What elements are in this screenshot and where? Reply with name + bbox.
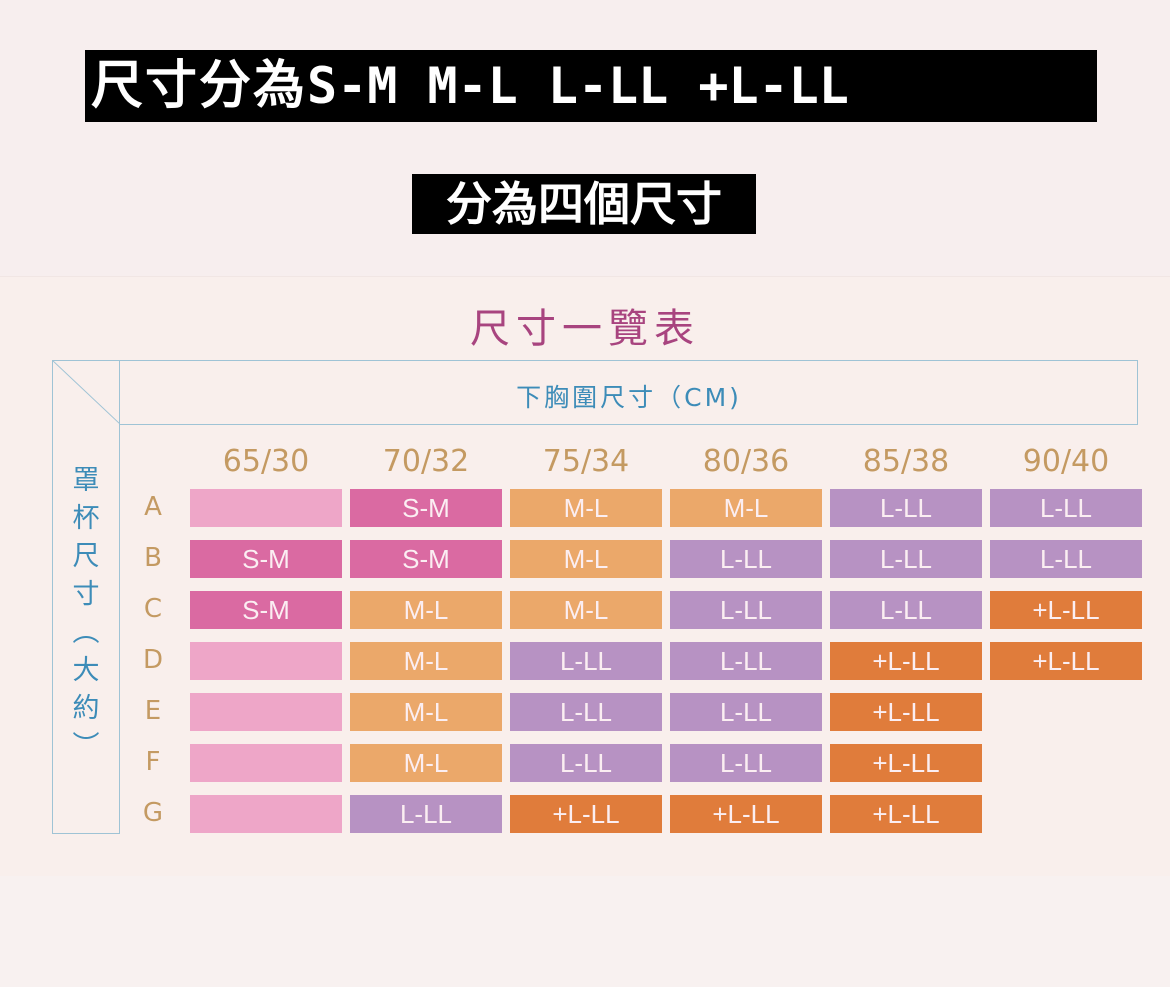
cup-row-header: C (143, 594, 163, 624)
size-cell: +L-LL (510, 795, 662, 833)
size-cell: L-LL (670, 540, 822, 578)
cup-row-header: F (145, 747, 161, 777)
cup-size-label-char: 罩 (72, 465, 100, 496)
size-cell: +L-LL (990, 642, 1142, 680)
cup-row-header: G (142, 798, 164, 828)
cup-size-label-char: 大 (72, 655, 100, 686)
size-cell (190, 489, 342, 527)
size-cell: L-LL (670, 642, 822, 680)
size-cell: M-L (670, 489, 822, 527)
row-header-frame (52, 360, 120, 834)
cup-row-header: B (144, 543, 162, 573)
size-cell: +L-LL (830, 744, 982, 782)
column-header: 70/32 (382, 444, 470, 479)
size-cell: +L-LL (830, 693, 982, 731)
size-cell: M-L (510, 540, 662, 578)
size-cell: L-LL (670, 744, 822, 782)
size-cell: M-L (350, 744, 502, 782)
column-header: 90/40 (1022, 444, 1110, 479)
size-cell: M-L (510, 489, 662, 527)
size-cell (190, 693, 342, 731)
column-header-frame-bottom (120, 424, 1138, 425)
cup-size-label-char: ︵ (72, 617, 100, 648)
size-cell: +L-LL (830, 642, 982, 680)
size-cell: L-LL (990, 489, 1142, 527)
size-cell: S-M (190, 591, 342, 629)
size-cell: S-M (190, 540, 342, 578)
size-cell: L-LL (830, 540, 982, 578)
size-cell (190, 642, 342, 680)
banner-sizes-text: S-M M-L L-LL +L-LL (307, 57, 849, 115)
size-cell: +L-LL (830, 795, 982, 833)
size-cell: L-LL (830, 489, 982, 527)
cup-size-label-char: 約 (72, 693, 100, 724)
cup-size-label: 罩杯尺寸 ︵ 大約 ︶ (64, 462, 108, 766)
cup-size-label-char: 杯 (72, 503, 100, 534)
size-cell: L-LL (350, 795, 502, 833)
cup-row-header: E (144, 696, 162, 726)
underbust-size-label: 下胸圍尺寸（CM) (516, 383, 742, 412)
size-cell: M-L (350, 591, 502, 629)
title-banner: 尺寸分為 S-M M-L L-LL +L-LL (85, 50, 1097, 122)
size-cell: M-L (510, 591, 662, 629)
column-header: 65/30 (222, 444, 310, 479)
table-title: 尺寸一覽表 (470, 306, 700, 352)
column-header: 85/38 (862, 444, 950, 479)
banner-title-text: 尺寸分為 (91, 56, 308, 116)
cup-size-label-char: 寸 (72, 579, 100, 610)
subtitle-banner: 分為四個尺寸 (412, 174, 756, 234)
size-cell (190, 795, 342, 833)
size-cell: L-LL (510, 744, 662, 782)
corner-diagonal (52, 360, 120, 424)
size-cell: S-M (350, 540, 502, 578)
size-cell: M-L (350, 642, 502, 680)
size-cell: L-LL (830, 591, 982, 629)
size-cell: S-M (350, 489, 502, 527)
size-cell (190, 744, 342, 782)
size-cell: L-LL (510, 693, 662, 731)
size-cell: L-LL (990, 540, 1142, 578)
cup-size-label-char: ︶ (72, 731, 100, 762)
size-cell: L-LL (670, 591, 822, 629)
bottom-band (0, 876, 1170, 987)
column-header: 80/36 (702, 444, 790, 479)
cup-size-label-char: 尺 (72, 541, 100, 572)
column-header: 75/34 (542, 444, 630, 479)
size-cell: +L-LL (670, 795, 822, 833)
cup-row-header: A (144, 492, 162, 522)
size-cell: L-LL (510, 642, 662, 680)
size-cell: L-LL (670, 693, 822, 731)
cup-row-header: D (142, 645, 164, 675)
size-cell: +L-LL (990, 591, 1142, 629)
size-cell: M-L (350, 693, 502, 731)
